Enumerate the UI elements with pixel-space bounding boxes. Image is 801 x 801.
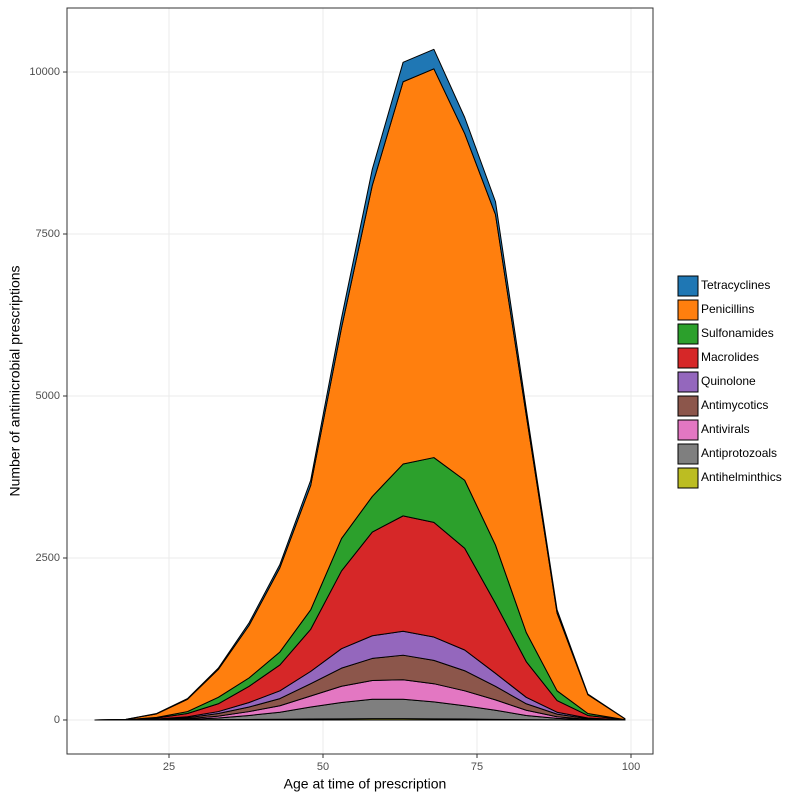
legend-label: Sulfonamides [701,326,774,340]
legend-label: Macrolides [701,350,759,364]
legend-label: Antiprotozoals [701,446,777,460]
legend-key [677,299,699,321]
legend-label: Antimycotics [701,398,768,412]
legend-label: Antivirals [701,422,750,436]
legend: Tetracyclines Penicillins Sulfonamides Macr… [677,275,782,489]
y-tick-label: 10000 [29,66,60,78]
y-tick-label: 2500 [36,552,60,564]
legend-key [677,275,699,297]
ticks: 25 50 75 100 0 2500 5000 7500 10000 [29,66,640,773]
panel-border [66,7,654,755]
y-tick-label: 0 [54,714,60,726]
legend-key [677,419,699,441]
x-tick-label: 25 [163,761,175,773]
legend-key [677,323,699,345]
legend-label: Tetracyclines [701,278,770,292]
x-tick-label: 100 [622,761,640,773]
legend-key [677,371,699,393]
legend-key [677,467,699,489]
legend-key [677,395,699,417]
legend-label: Quinolone [701,374,756,388]
legend-label: Penicillins [701,302,754,316]
area [94,48,626,721]
x-axis-label: Age at time of prescription [284,776,447,792]
legend-key [677,443,699,465]
legend-key [677,347,699,369]
y-axis-label: Number of antimicrobial prescriptions [7,265,23,496]
areas [94,48,626,721]
y-tick-label: 5000 [36,390,60,402]
x-tick-label: 75 [471,761,483,773]
x-tick-label: 50 [317,761,329,773]
y-tick-label: 7500 [36,228,60,240]
legend-label: Antihelminthics [701,470,782,484]
